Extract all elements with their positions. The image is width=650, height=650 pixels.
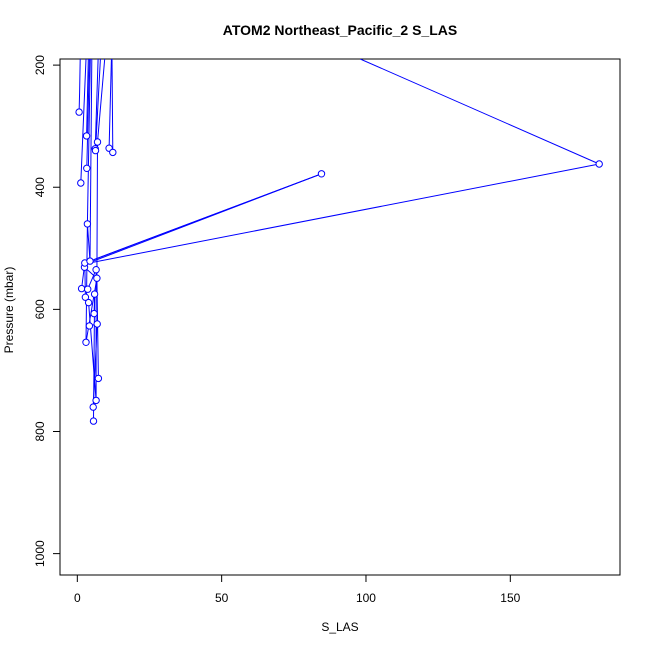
data-point xyxy=(77,284,86,293)
data-point xyxy=(84,298,93,307)
series-line xyxy=(78,59,81,113)
series-points xyxy=(75,108,603,425)
x-tick-label: 0 xyxy=(74,591,81,605)
series-line xyxy=(93,163,600,263)
x-axis: 0 50 100 150 xyxy=(74,574,521,605)
series-line xyxy=(86,59,91,224)
series-line xyxy=(97,59,106,143)
data-point xyxy=(93,320,101,328)
chart-title: ATOM2 Northeast_Pacific_2 S_LAS xyxy=(223,22,457,38)
series-line xyxy=(111,59,114,153)
series-line xyxy=(80,59,87,184)
data-point xyxy=(75,108,83,116)
plot-area xyxy=(75,59,603,425)
data-point xyxy=(81,293,90,301)
data-point xyxy=(83,220,92,228)
series-line xyxy=(86,59,89,136)
data-point xyxy=(91,146,100,155)
data-point xyxy=(89,417,98,425)
y-axis-label: Pressure (mbar) xyxy=(2,267,16,354)
data-point xyxy=(83,164,91,173)
x-tick-label: 50 xyxy=(215,591,229,605)
x-axis-label: S_LAS xyxy=(321,620,358,634)
series-line xyxy=(94,59,99,149)
data-point xyxy=(109,148,117,157)
data-point xyxy=(82,338,90,346)
data-point xyxy=(85,322,94,330)
data-point xyxy=(90,290,99,298)
y-tick-label: 400 xyxy=(33,177,47,197)
data-point xyxy=(93,274,101,282)
series-lines xyxy=(78,59,600,422)
y-tick-label: 1000 xyxy=(33,540,47,567)
data-point xyxy=(92,396,100,405)
data-point xyxy=(595,160,603,168)
data-point xyxy=(94,374,103,383)
data-point xyxy=(89,403,97,411)
series-line xyxy=(108,59,112,149)
series-line xyxy=(95,59,101,151)
data-point xyxy=(92,266,100,274)
x-tick-label: 100 xyxy=(356,591,376,605)
data-point xyxy=(93,138,102,146)
series-line xyxy=(359,59,600,165)
data-point xyxy=(86,257,94,265)
y-tick-label: 800 xyxy=(33,421,47,441)
data-point xyxy=(90,309,98,318)
data-point xyxy=(84,285,92,293)
y-tick-label: 600 xyxy=(33,299,47,319)
y-axis: 200 400 600 800 1000 xyxy=(33,55,61,567)
series-line xyxy=(86,59,90,169)
series-line xyxy=(94,173,322,260)
data-point xyxy=(77,179,85,187)
data-point xyxy=(82,132,91,140)
x-tick-label: 150 xyxy=(500,591,520,605)
y-tick-label: 200 xyxy=(33,55,47,75)
series-line xyxy=(89,59,93,262)
data-point xyxy=(317,170,326,178)
